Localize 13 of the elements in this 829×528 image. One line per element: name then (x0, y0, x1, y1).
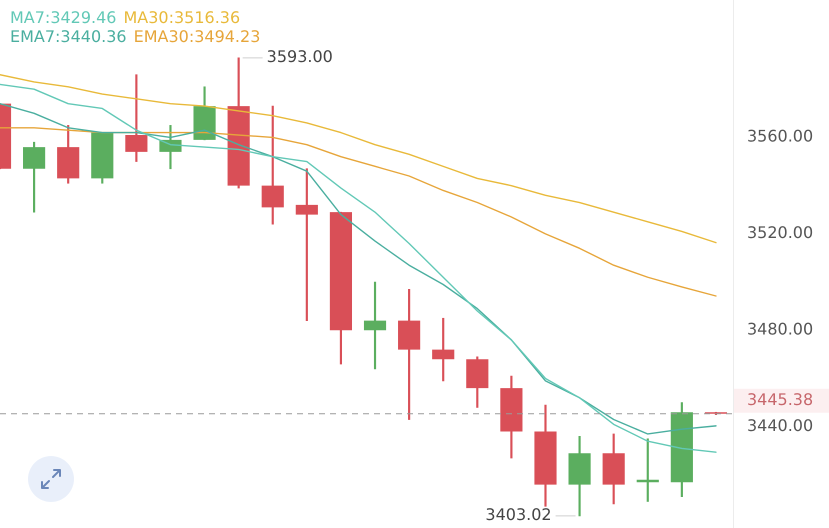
annotation: 3593.00 (266, 47, 333, 66)
text: 3445.38 (747, 390, 814, 409)
y-tick-label: 3560.00 (747, 126, 814, 146)
y-tick-label: 3520.00 (747, 223, 814, 242)
text: EMA7:3440.36 (10, 27, 127, 46)
text: MA30:3516.36 (123, 8, 240, 27)
text: EMA30:3494.23 (134, 27, 260, 46)
y-tick-label: 3440.00 (747, 416, 814, 435)
y-tick-label: 3480.00 (747, 319, 814, 338)
candlestick (432, 318, 454, 382)
annotation: 3403.02 (485, 505, 552, 524)
candlestick (262, 106, 284, 225)
text: MA7:3429.46 (10, 8, 116, 27)
